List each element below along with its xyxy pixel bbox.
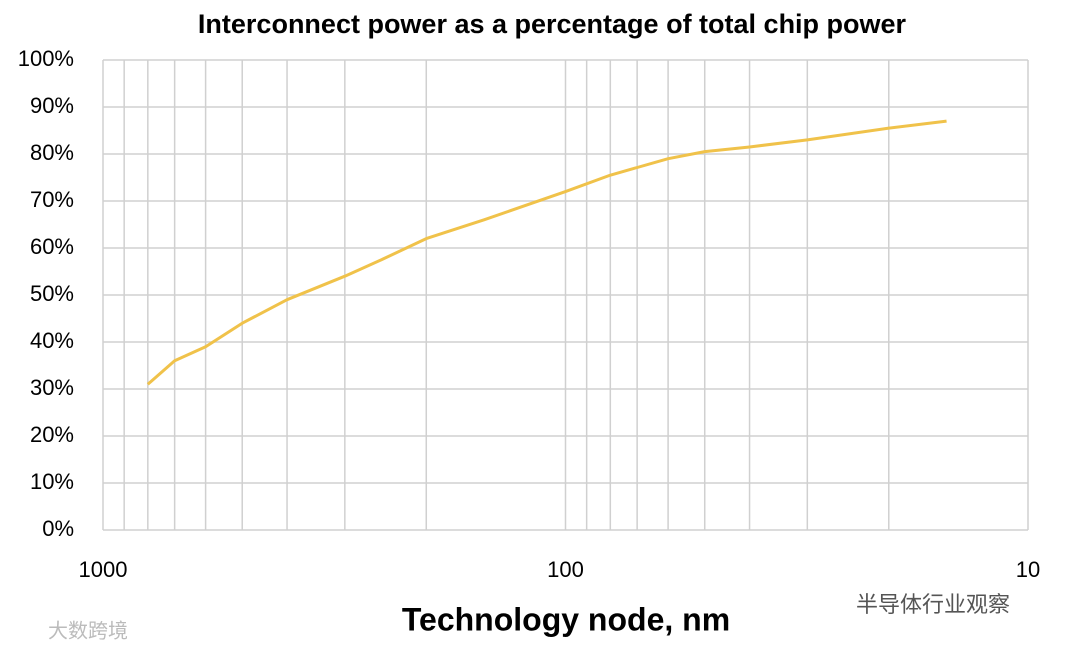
y-tick-label: 40% (30, 328, 74, 353)
y-tick-label: 100% (18, 46, 74, 71)
x-axis-title: Technology node, nm (402, 601, 730, 637)
y-tick-label: 60% (30, 234, 74, 259)
y-tick-label: 90% (30, 93, 74, 118)
x-tick-label: 10 (1016, 557, 1040, 582)
y-tick-label: 20% (30, 422, 74, 447)
x-tick-label: 100 (547, 557, 584, 582)
y-tick-label: 80% (30, 140, 74, 165)
watermark: 大数跨境 (48, 619, 128, 642)
watermark: 半导体行业观察 (856, 592, 1010, 617)
y-tick-label: 0% (42, 516, 74, 541)
x-tick-label: 1000 (79, 557, 128, 582)
y-tick-label: 10% (30, 469, 74, 494)
data-line (146, 119, 947, 386)
y-tick-label: 30% (30, 375, 74, 400)
y-tick-label: 50% (30, 281, 74, 306)
chart-title: Interconnect power as a percentage of to… (198, 9, 907, 39)
y-tick-label: 70% (30, 187, 74, 212)
